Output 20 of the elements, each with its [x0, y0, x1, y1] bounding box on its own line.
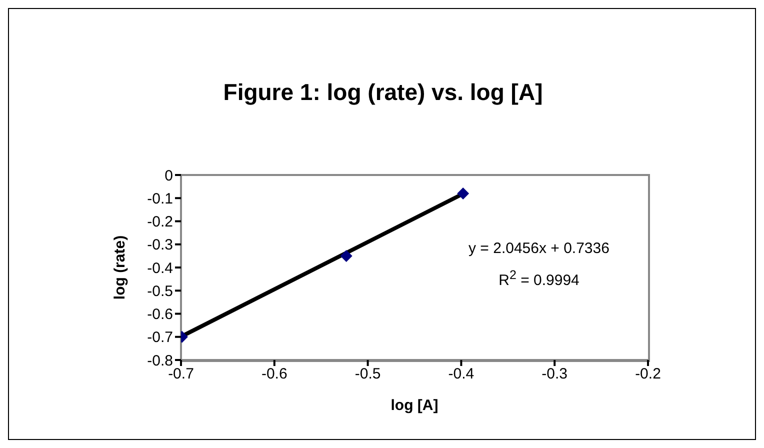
- y-tick-label: -0.2: [147, 214, 173, 231]
- y-tick-label: -0.3: [147, 236, 173, 254]
- y-tick-label: -0.5: [147, 282, 173, 300]
- x-tick-label: -0.6: [261, 366, 288, 383]
- y-tick-label: -0.1: [147, 190, 173, 208]
- y-tick-label: 0: [164, 167, 173, 184]
- chart-title: Figure 1: log (rate) vs. log [A]: [222, 79, 544, 106]
- x-tick-label: -0.5: [354, 366, 381, 383]
- y-axis-title: log (rate): [111, 235, 128, 300]
- point: [340, 250, 352, 262]
- x-tick-label: -0.3: [542, 366, 568, 383]
- x-tick-label: -0.4: [448, 366, 474, 383]
- annotation: R$^{2}$ = 0.9994: [498, 267, 580, 291]
- y-tick-label: -0.7: [147, 329, 173, 346]
- point: [457, 188, 470, 200]
- x-tick-label: -0.2: [635, 366, 661, 383]
- y-tick-label: -0.6: [147, 306, 173, 324]
- x-axis-title: log [A]: [390, 397, 438, 414]
- annotation: y = 2.0456x + 0.7336: [468, 239, 610, 259]
- y-tick-label: -0.4: [147, 260, 173, 277]
